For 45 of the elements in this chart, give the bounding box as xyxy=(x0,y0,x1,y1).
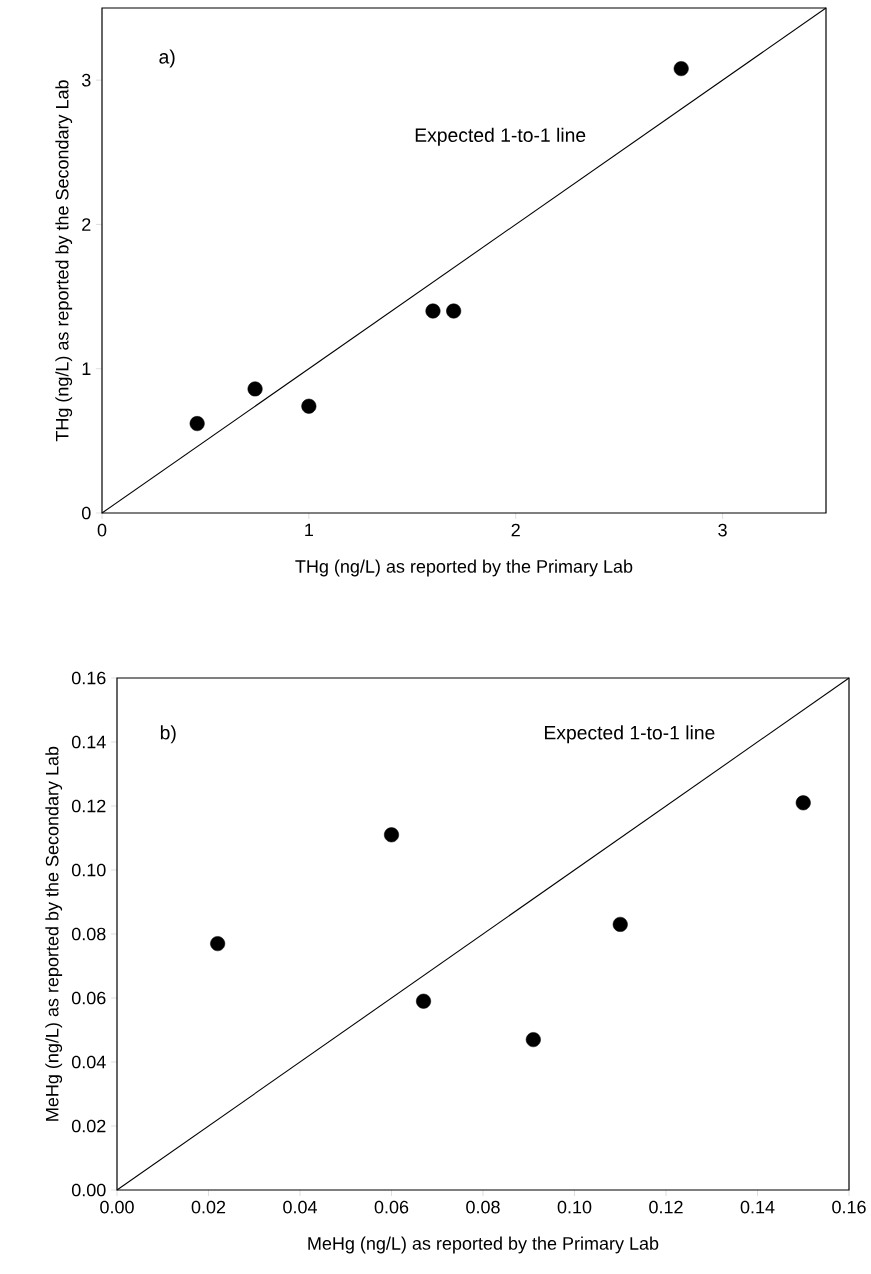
point xyxy=(210,936,226,952)
point xyxy=(416,993,432,1009)
y-tick-label: 0.14 xyxy=(71,735,106,749)
y-tick-label: 0 xyxy=(82,506,91,520)
point xyxy=(425,303,441,319)
y-tick-label: 0.08 xyxy=(71,927,106,941)
x-tick-label: 0.10 xyxy=(557,1200,592,1214)
y-tick-label: 0.12 xyxy=(71,799,106,813)
y-tick-label: 0.06 xyxy=(71,991,106,1005)
point xyxy=(301,398,317,414)
x-tick-label: 0.00 xyxy=(100,1200,134,1214)
annotation: a) xyxy=(159,49,175,68)
x-tick-label: 0.06 xyxy=(374,1200,409,1214)
x-tick-label: 2 xyxy=(511,523,520,537)
x-tick-label: 1 xyxy=(305,523,314,537)
point xyxy=(446,303,462,319)
annotation: Expected 1-to-1 line xyxy=(415,127,586,146)
x-tick-label: 0.14 xyxy=(740,1200,775,1214)
x-axis-title: THg (ng/L) as reported by the Primary Lab xyxy=(295,559,633,577)
y-tick-label: 0.10 xyxy=(71,863,106,877)
x-tick-label: 3 xyxy=(718,523,727,537)
y-axis-title: THg (ng/L) as reported by the Secondary Lab xyxy=(55,80,73,442)
y-tick-label: 1 xyxy=(82,362,91,375)
y-tick-label: 3 xyxy=(81,73,91,87)
y-tick-label: 0.04 xyxy=(71,1055,106,1069)
x-tick-label: 0.04 xyxy=(283,1200,318,1214)
point xyxy=(612,916,628,932)
point xyxy=(247,381,263,397)
annotation: Expected 1-to-1 line xyxy=(545,725,715,744)
x-axis-title: MeHg (ng/L) as reported by the Primary Lab xyxy=(308,1236,659,1254)
y-tick-label: 0.16 xyxy=(71,671,106,685)
annotation: b) xyxy=(160,725,176,744)
x-tick-label: 0.02 xyxy=(191,1200,226,1214)
point xyxy=(795,795,811,811)
x-tick-label: 0.12 xyxy=(649,1200,683,1214)
y-tick-label: 0.00 xyxy=(71,1183,106,1197)
point xyxy=(525,1032,541,1048)
y-tick-label: 2 xyxy=(82,218,91,231)
point xyxy=(673,61,689,77)
y-axis-title: MeHg (ng/L) as reported by the Secondary Lab xyxy=(45,746,63,1121)
point xyxy=(384,827,399,843)
x-tick-label: 0.08 xyxy=(466,1200,500,1214)
y-tick-label: 0.02 xyxy=(71,1119,106,1133)
point xyxy=(189,416,205,432)
x-tick-label: 0.16 xyxy=(832,1200,866,1214)
